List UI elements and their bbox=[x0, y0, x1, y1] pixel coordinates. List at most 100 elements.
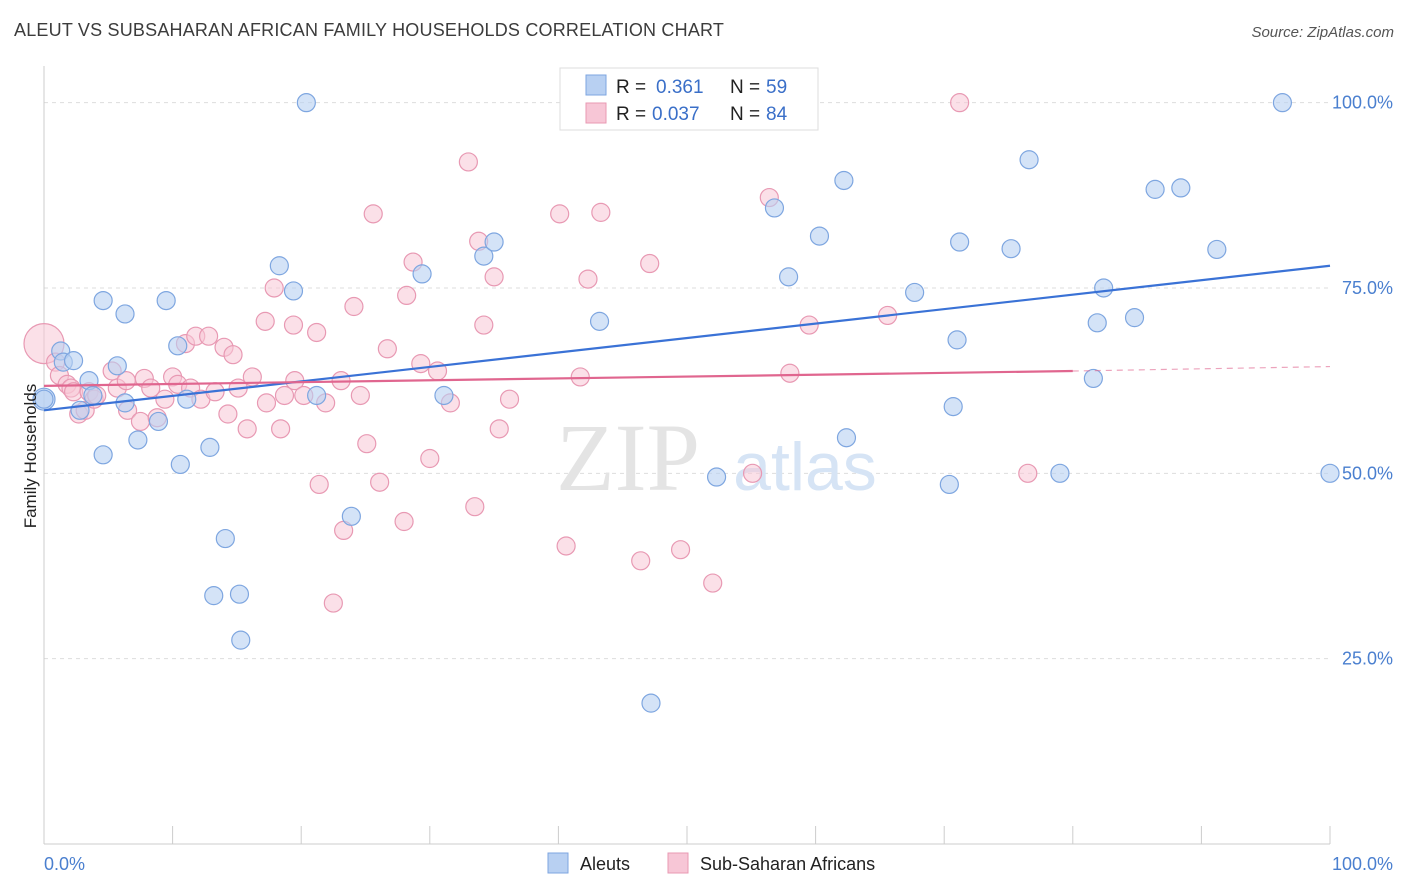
y-tick-label: 25.0% bbox=[1342, 649, 1393, 669]
trend-line-aleuts bbox=[43, 264, 1331, 412]
data-point-sub-saharan-africans bbox=[1018, 463, 1038, 483]
data-point-aleuts bbox=[168, 336, 188, 356]
data-point-aleuts bbox=[148, 411, 169, 432]
data-point-sub-saharan-africans bbox=[703, 573, 723, 593]
data-point-sub-saharan-africans bbox=[550, 204, 570, 224]
y-axis-label: Family Households bbox=[21, 384, 40, 529]
bottom-legend-label-aleuts: Aleuts bbox=[580, 854, 630, 874]
data-point-aleuts bbox=[434, 385, 454, 406]
data-point-aleuts bbox=[484, 232, 504, 252]
legend-swatch-africans bbox=[585, 102, 607, 124]
data-point-sub-saharan-africans bbox=[556, 536, 576, 556]
data-point-aleuts bbox=[943, 397, 963, 417]
data-point-aleuts bbox=[641, 693, 661, 713]
data-point-aleuts bbox=[128, 430, 148, 450]
data-point-sub-saharan-africans bbox=[357, 434, 377, 454]
data-point-sub-saharan-africans bbox=[155, 389, 175, 409]
y-tick-label: 75.0% bbox=[1342, 278, 1393, 298]
data-point-aleuts bbox=[1083, 368, 1103, 389]
trend-line-sub-saharan-africans-extension bbox=[1072, 365, 1331, 372]
data-point-aleuts bbox=[229, 584, 250, 604]
legend-r-value-africans: 0.037 bbox=[652, 104, 700, 125]
data-point-aleuts bbox=[296, 93, 316, 113]
data-point-sub-saharan-africans bbox=[350, 385, 370, 406]
data-point-sub-saharan-africans bbox=[255, 311, 275, 331]
x-tick-labels: 0.0% 100.0% bbox=[44, 854, 1393, 874]
y-tick-label: 50.0% bbox=[1342, 463, 1393, 483]
data-point-sub-saharan-africans bbox=[411, 354, 431, 374]
data-point-aleuts bbox=[231, 630, 251, 650]
legend-r-label-aleuts: R = bbox=[616, 77, 646, 98]
source-label: Source: ZipAtlas.com bbox=[1251, 24, 1394, 41]
legend-n-value-aleuts: 59 bbox=[766, 77, 787, 98]
data-point-aleuts bbox=[93, 445, 113, 465]
data-point-sub-saharan-africans bbox=[377, 339, 397, 359]
data-point-aleuts bbox=[1320, 463, 1340, 483]
data-point-aleuts bbox=[950, 232, 970, 252]
data-point-sub-saharan-africans bbox=[640, 253, 660, 274]
series-aleuts bbox=[32, 93, 1340, 713]
data-point-sub-saharan-africans bbox=[307, 322, 327, 343]
bottom-legend-swatch-africans bbox=[667, 852, 689, 874]
data-point-aleuts bbox=[836, 428, 857, 448]
x-tick-label-max: 100.0% bbox=[1332, 854, 1393, 874]
data-point-aleuts bbox=[778, 267, 799, 287]
data-point-aleuts bbox=[215, 528, 235, 549]
data-point-aleuts bbox=[1087, 313, 1107, 333]
data-point-sub-saharan-africans bbox=[394, 511, 414, 532]
chart-title: ALEUT VS SUBSAHARAN AFRICAN FAMILY HOUSE… bbox=[14, 20, 725, 40]
data-point-sub-saharan-africans bbox=[223, 345, 243, 365]
data-point-aleuts bbox=[93, 290, 113, 311]
data-point-aleuts bbox=[204, 586, 224, 606]
data-point-aleuts bbox=[341, 506, 361, 526]
data-point-sub-saharan-africans bbox=[256, 393, 277, 413]
data-point-aleuts bbox=[1001, 239, 1021, 259]
data-point-sub-saharan-africans bbox=[465, 497, 485, 517]
bottom-legend-swatch-aleuts bbox=[547, 852, 569, 874]
data-point-aleuts bbox=[83, 385, 103, 406]
data-point-sub-saharan-africans bbox=[283, 315, 304, 335]
data-point-aleuts bbox=[1272, 93, 1293, 113]
data-point-sub-saharan-africans bbox=[489, 419, 509, 439]
trend-line-sub-saharan-africans bbox=[43, 369, 1073, 387]
data-point-aleuts bbox=[1019, 150, 1039, 170]
data-point-aleuts bbox=[63, 351, 84, 371]
data-point-sub-saharan-africans bbox=[484, 267, 504, 287]
data-point-sub-saharan-africans bbox=[323, 593, 343, 613]
data-point-aleuts bbox=[1145, 179, 1165, 199]
data-point-sub-saharan-africans bbox=[474, 315, 494, 335]
data-point-sub-saharan-africans bbox=[130, 411, 151, 432]
data-point-sub-saharan-africans bbox=[218, 404, 238, 424]
data-point-aleuts bbox=[70, 400, 90, 420]
data-point-aleuts bbox=[905, 282, 925, 303]
data-point-sub-saharan-africans bbox=[397, 285, 417, 306]
data-point-aleuts bbox=[307, 385, 327, 406]
x-tick-label-min: 0.0% bbox=[44, 854, 85, 874]
data-point-sub-saharan-africans bbox=[420, 448, 440, 469]
data-point-aleuts bbox=[834, 170, 854, 191]
data-point-sub-saharan-africans bbox=[344, 296, 364, 317]
data-point-sub-saharan-africans bbox=[670, 540, 691, 560]
data-point-sub-saharan-africans bbox=[499, 389, 520, 409]
axes bbox=[43, 66, 1331, 845]
data-point-aleuts bbox=[706, 467, 727, 487]
data-point-sub-saharan-africans bbox=[780, 363, 800, 383]
data-point-aleuts bbox=[1207, 239, 1227, 260]
legend-n-label-aleuts: N = bbox=[730, 77, 760, 98]
data-point-aleuts bbox=[1124, 308, 1145, 328]
legend-n-label-africans: N = bbox=[730, 104, 760, 125]
data-point-aleuts bbox=[115, 304, 135, 324]
data-point-sub-saharan-africans bbox=[370, 472, 390, 492]
data-point-aleuts bbox=[156, 290, 176, 311]
data-point-aleuts bbox=[589, 311, 610, 331]
data-point-aleuts bbox=[1094, 278, 1114, 298]
top-legend: R = 0.361 N = 59 R = 0.037 N = 84 bbox=[559, 67, 819, 131]
data-point-sub-saharan-africans bbox=[591, 202, 611, 222]
data-point-sub-saharan-africans bbox=[264, 278, 284, 298]
data-point-sub-saharan-africans bbox=[458, 152, 478, 172]
y-tick-labels: 25.0% 50.0% 75.0% 100.0% bbox=[1332, 93, 1393, 669]
data-point-sub-saharan-africans bbox=[274, 385, 295, 406]
legend-r-value-aleuts: 0.361 bbox=[656, 77, 704, 98]
data-point-aleuts bbox=[474, 246, 494, 266]
